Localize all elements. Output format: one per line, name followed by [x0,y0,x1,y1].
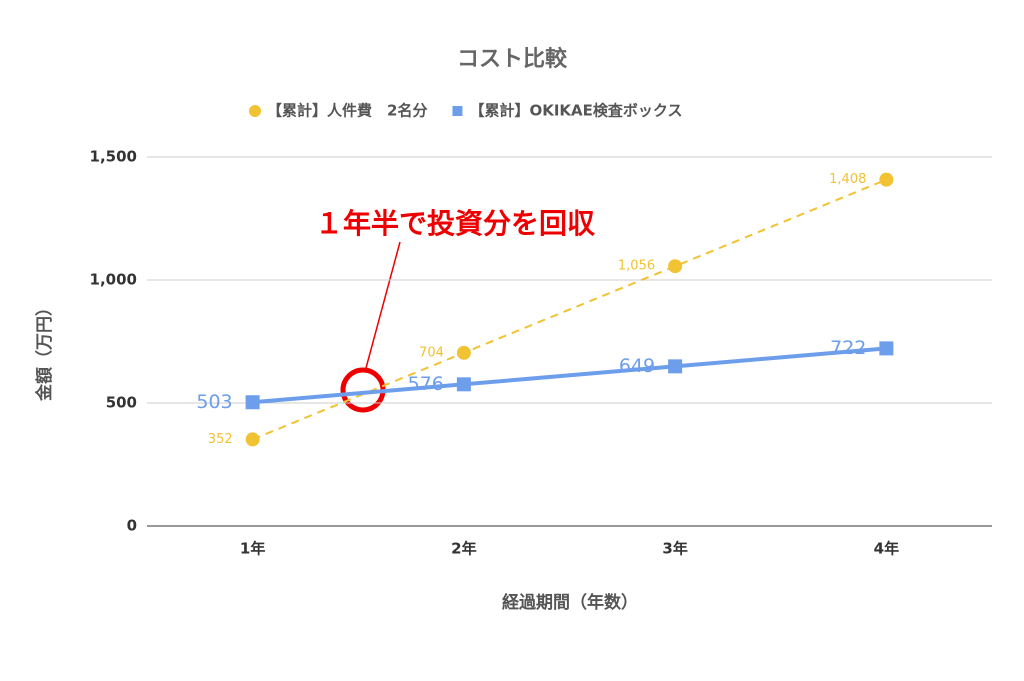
x-tick-label: 3年 [662,540,687,558]
x-tick-label: 1年 [240,540,265,558]
annotation-pointer [365,241,401,369]
data-label: 503 [196,391,232,413]
data-label: 352 [208,432,233,447]
legend-marker [452,106,463,116]
chart-title: コスト比較 [457,46,568,72]
legend-label: 【累計】人件費 2名分 [267,102,427,120]
x-tick-label: 4年 [874,540,899,558]
y-axis-title: 金額（万円） [34,299,55,402]
x-tick-label: 2年 [451,540,476,558]
legend-label: 【累計】OKIKAE検査ボックス [469,102,682,120]
data-label: 1,408 [829,172,866,187]
data-label: 722 [830,337,866,359]
data-label: 1,056 [618,259,655,274]
data-label: 576 [408,373,444,395]
data-label: 649 [619,355,655,377]
point [668,359,683,374]
point [245,395,260,410]
point [456,377,471,392]
data-label: 704 [419,345,444,360]
y-tick-label: 1,000 [90,271,137,289]
point [879,172,894,187]
annotation: １年半で投資分を回収 [315,207,596,240]
point [456,345,471,360]
point [879,341,894,356]
point [668,259,683,274]
y-tick-label: 500 [106,394,137,412]
series-line [252,178,887,441]
y-tick-label: 0 [127,517,137,535]
series-line [252,346,887,405]
legend-marker [249,105,261,117]
y-tick-label: 1,500 [90,148,137,166]
x-axis-title: 経過期間（年数） [502,592,638,613]
point [245,432,260,447]
